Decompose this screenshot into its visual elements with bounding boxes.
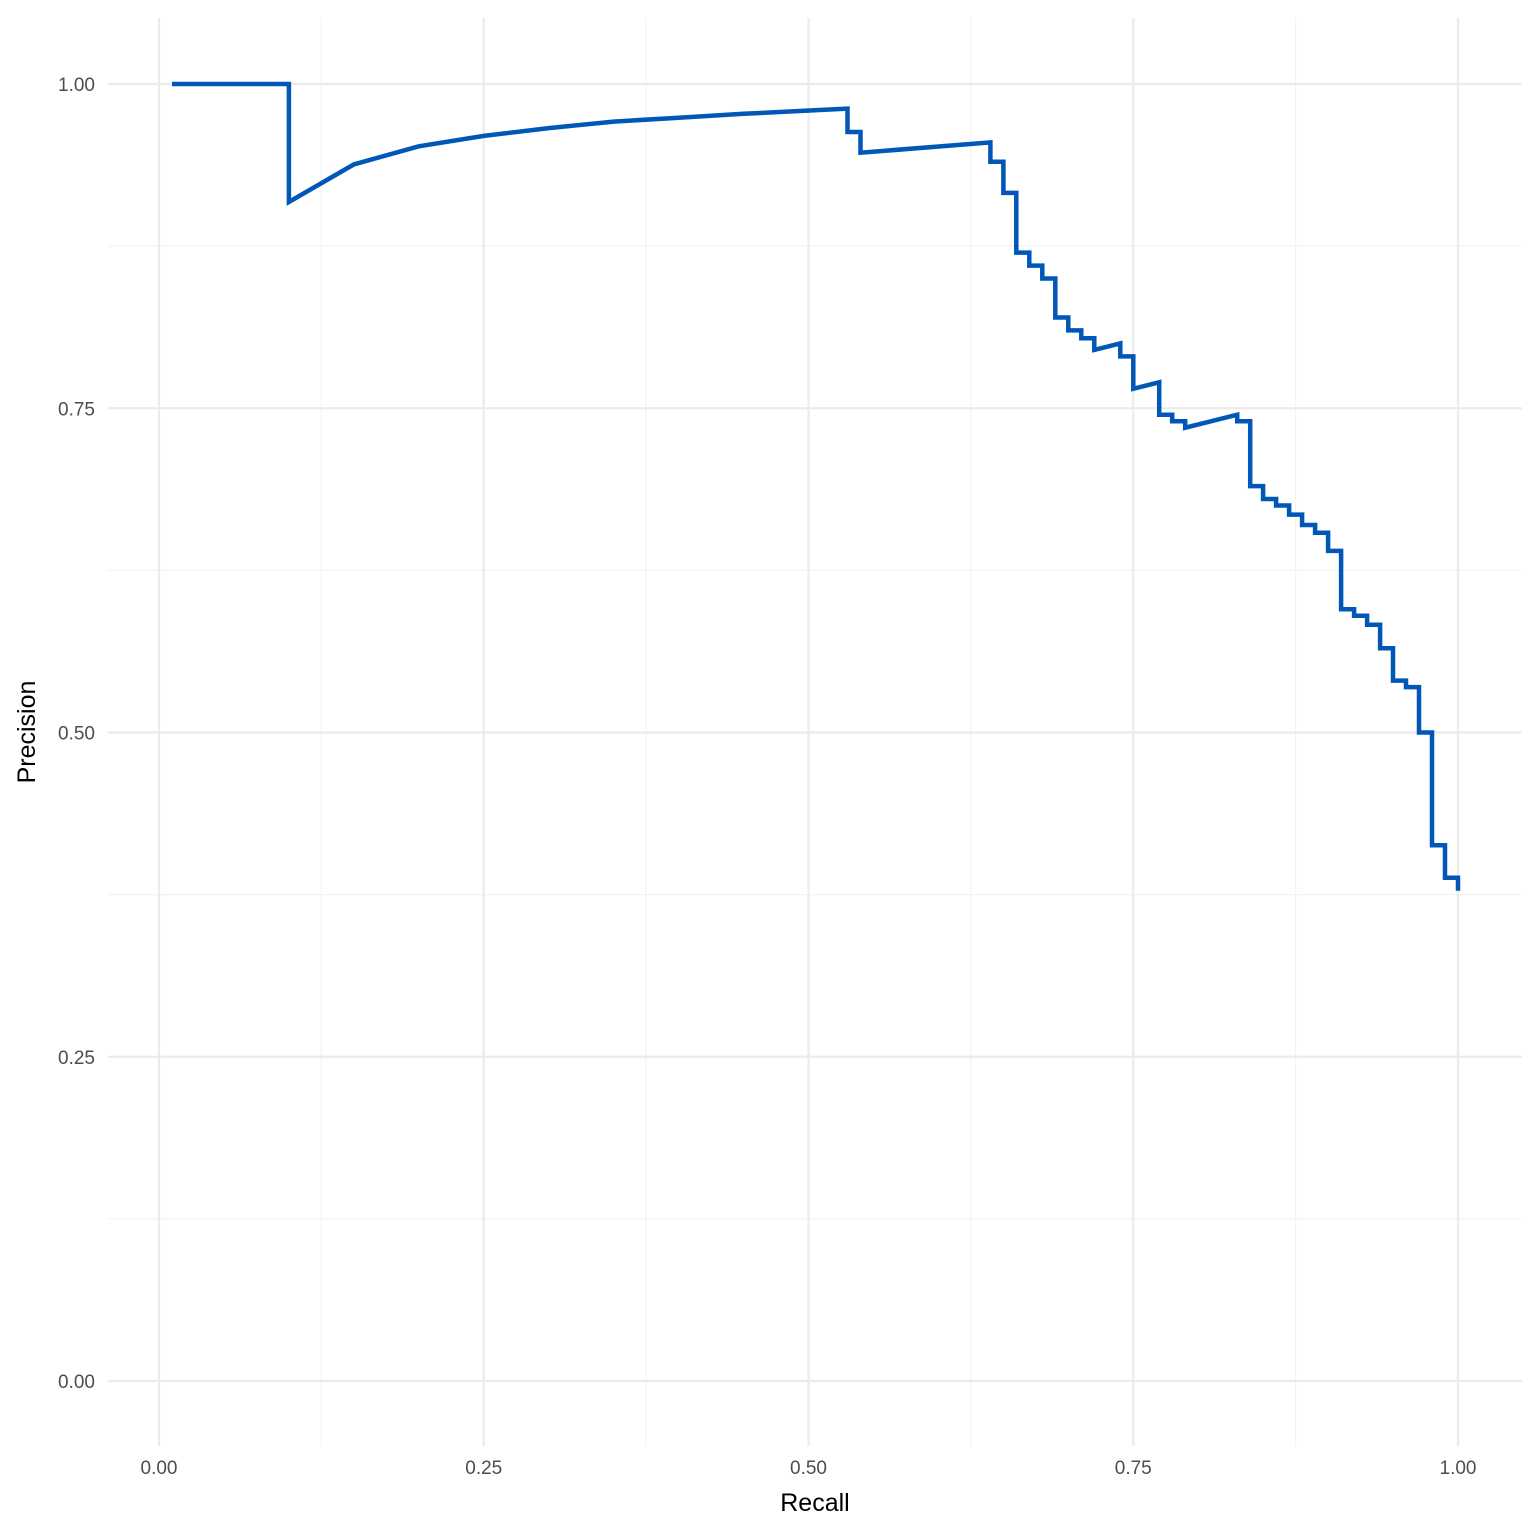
- tick-labels: 0.00 0.25 0.50 0.75 1.00 0.00 0.25 0.50 0.75 1.00: [58, 75, 1476, 1479]
- x-tick-label: 1.00: [1440, 1458, 1477, 1479]
- y-axis-title: Precision: [13, 681, 41, 784]
- x-tick-label: 0.50: [790, 1458, 827, 1479]
- y-tick-label: 0.00: [58, 1372, 95, 1393]
- x-tick-label: 0.75: [1115, 1458, 1152, 1479]
- x-axis-title: Recall: [780, 1489, 849, 1517]
- y-tick-label: 0.75: [58, 399, 95, 420]
- y-tick-label: 1.00: [58, 75, 95, 96]
- y-tick-label: 0.25: [58, 1048, 95, 1069]
- precision-recall-line: [172, 81, 1461, 891]
- plot-area: [172, 81, 1461, 891]
- grid: [108, 18, 1522, 1446]
- x-tick-label: 0.25: [465, 1458, 502, 1479]
- y-tick-label: 0.50: [58, 724, 95, 745]
- x-tick-label: 0.00: [141, 1458, 178, 1479]
